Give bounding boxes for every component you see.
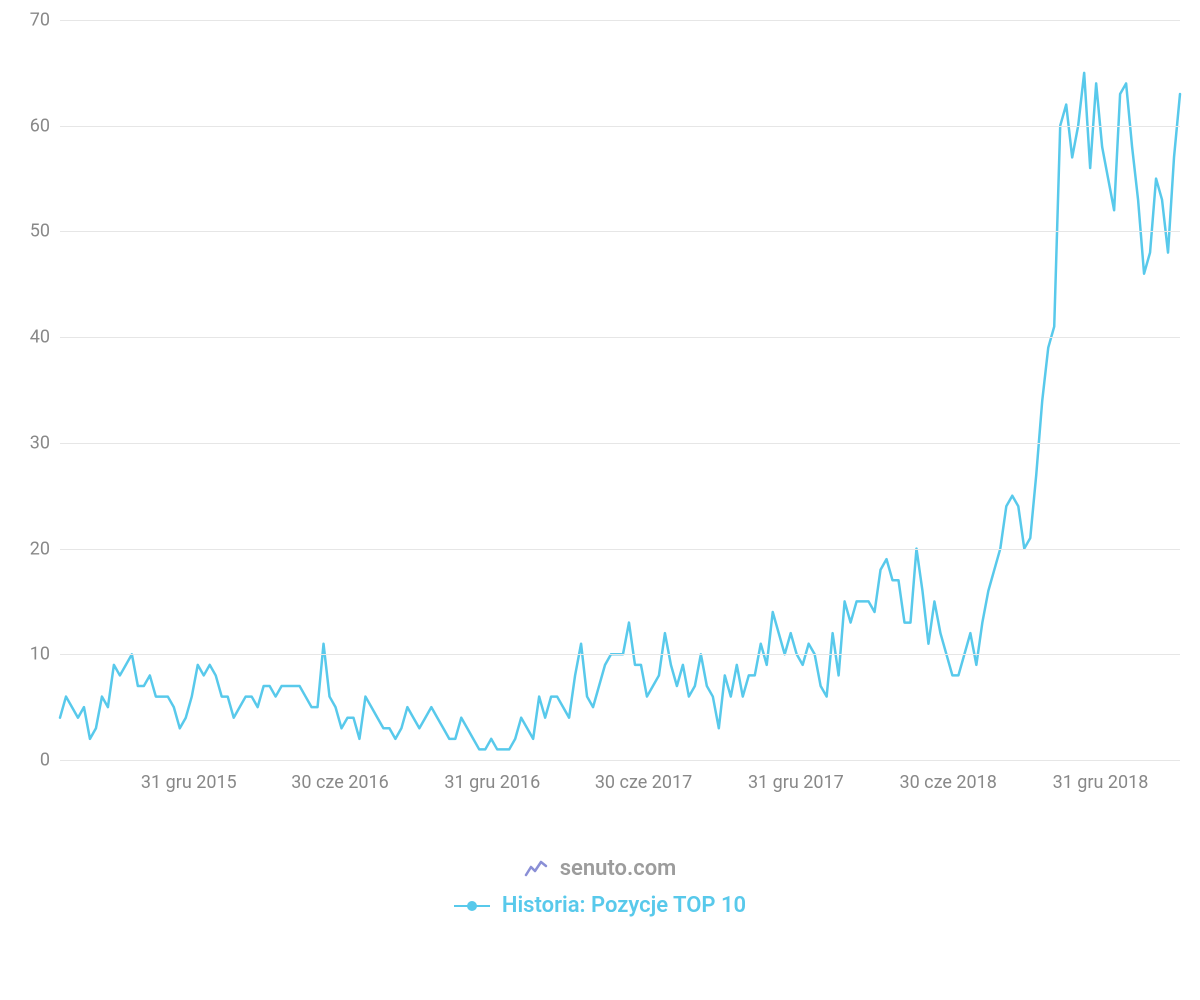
grid-line xyxy=(60,337,1180,338)
y-axis-tick-label: 40 xyxy=(30,327,60,348)
legend-label-brand: senuto.com xyxy=(560,856,677,881)
legend-label-series: Historia: Pozycje TOP 10 xyxy=(502,893,746,918)
x-axis-tick-label: 30 cze 2017 xyxy=(595,760,692,793)
x-axis-tick-label: 30 cze 2018 xyxy=(899,760,996,793)
legend-item-brand: senuto.com xyxy=(524,856,677,881)
y-axis-tick-label: 70 xyxy=(30,10,60,31)
y-axis-tick-label: 30 xyxy=(30,432,60,453)
trend-icon xyxy=(524,857,548,881)
y-axis-tick-label: 10 xyxy=(30,644,60,665)
line-chart: 0 10 20 30 40 50 60 70 31 gru 2015 30 cze 2016 31 … xyxy=(0,0,1200,1000)
grid-line xyxy=(60,654,1180,655)
x-axis-tick-label: 31 gru 2016 xyxy=(444,760,540,793)
chart-line xyxy=(60,20,1180,760)
legend-item-series: Historia: Pozycje TOP 10 xyxy=(454,893,746,918)
y-axis-tick-label: 0 xyxy=(40,750,60,771)
grid-line xyxy=(60,549,1180,550)
x-axis-tick-label: 31 gru 2018 xyxy=(1053,760,1149,793)
x-axis-tick-label: 31 gru 2017 xyxy=(748,760,844,793)
line-marker-icon xyxy=(454,900,490,912)
x-axis-tick-label: 31 gru 2015 xyxy=(141,760,237,793)
chart-legend: senuto.com Historia: Pozycje TOP 10 xyxy=(0,850,1200,924)
y-axis-tick-label: 20 xyxy=(30,538,60,559)
y-axis-tick-label: 50 xyxy=(30,221,60,242)
grid-line xyxy=(60,126,1180,127)
grid-line xyxy=(60,231,1180,232)
x-axis-tick-label: 30 cze 2016 xyxy=(291,760,388,793)
grid-line xyxy=(60,443,1180,444)
y-axis-tick-label: 60 xyxy=(30,115,60,136)
grid-line xyxy=(60,20,1180,21)
plot-area: 01020304050607031 gru 201530 cze 201631 … xyxy=(60,20,1180,760)
